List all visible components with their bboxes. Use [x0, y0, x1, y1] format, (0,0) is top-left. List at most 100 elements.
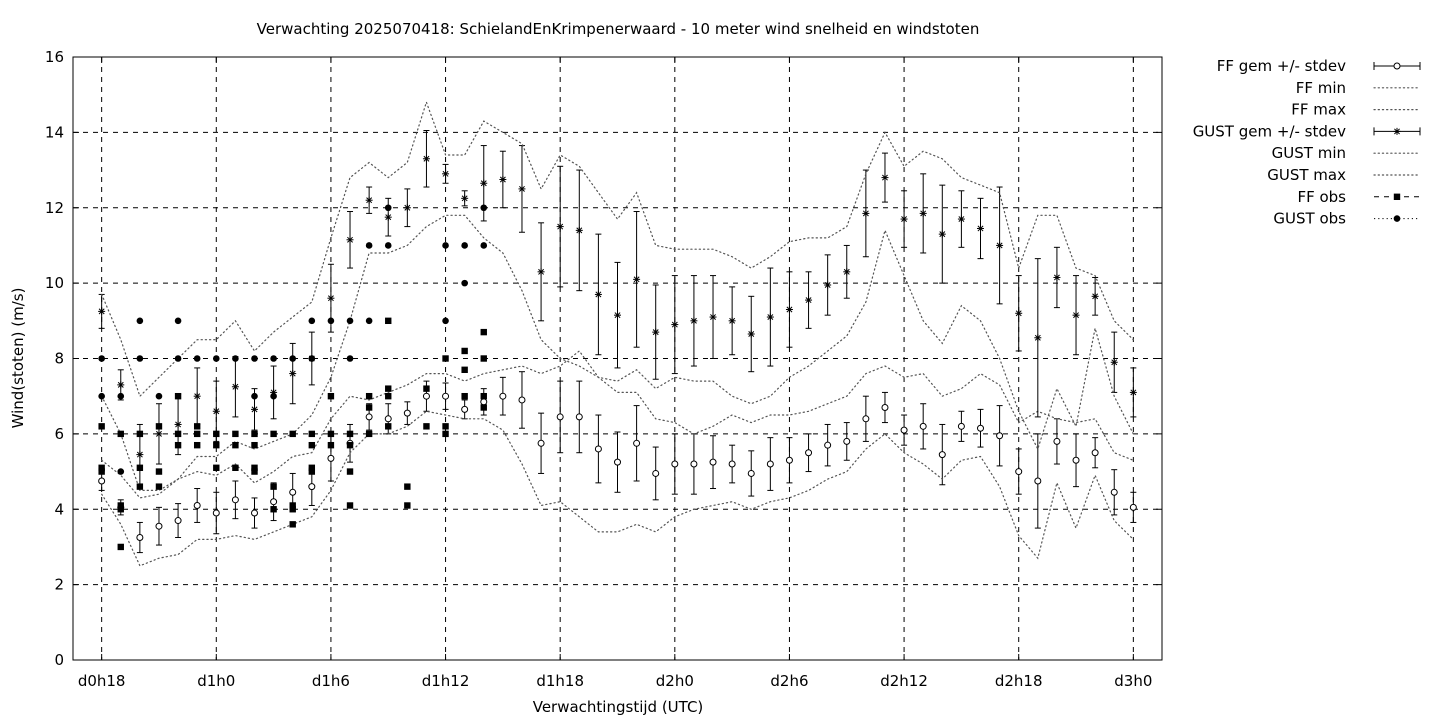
- ff-mean-point: [556, 413, 564, 421]
- ff-mean-point: [155, 522, 163, 530]
- ff-obs-point: [251, 468, 258, 475]
- star-stroke: [920, 210, 927, 217]
- x-tick-label: d1h0: [197, 672, 235, 690]
- ff-obs-point: [117, 502, 124, 509]
- gust-mean-point: [155, 430, 163, 438]
- ff-obs-point: [117, 543, 124, 551]
- ff-mean-point: [1072, 456, 1080, 464]
- ff-mean-point: [575, 413, 583, 421]
- y-tick-label: 6: [54, 425, 64, 443]
- ff-obs-point: [213, 464, 220, 471]
- gust-mean-point: [805, 296, 813, 304]
- ff-obs-point: [174, 441, 182, 449]
- gust-mean-point: [709, 313, 717, 321]
- ff-mean-point: [805, 449, 813, 457]
- gust-obs-point: [117, 468, 125, 475]
- star-stroke: [748, 331, 755, 337]
- axis-ticks: 0 2 4 6 8 10 12 14 16 d0h18 d1h0 d1h6 d1h12 d1h18 d2h0…: [45, 48, 1162, 690]
- ff-mean-point: [308, 483, 316, 491]
- gust-mean-point: [977, 224, 984, 232]
- legend-item-ff-gem-stdev: FF gem +/- stdev: [1217, 57, 1421, 75]
- ff-mean-point: [518, 396, 526, 404]
- star-stroke: [442, 170, 449, 177]
- ff-mean-point: [766, 460, 774, 468]
- ff-mean-point: [1129, 503, 1137, 511]
- ff-obs-point: [270, 506, 277, 513]
- ff-obs-point: [480, 392, 487, 400]
- gust-mean-point: [212, 407, 220, 415]
- gust-obs-point: [461, 279, 468, 287]
- gust-mean-point: [938, 230, 946, 238]
- gust-mean-point: [174, 420, 182, 428]
- gust-mean-point: [346, 236, 354, 244]
- ff-mean-point: [499, 392, 507, 400]
- star-stroke: [519, 185, 525, 192]
- ff-mean-point: [652, 469, 660, 477]
- ff-obs-point: [327, 441, 335, 449]
- ff-obs-point: [442, 423, 449, 430]
- ff-obs-point: [385, 392, 392, 400]
- star-stroke: [1130, 389, 1137, 396]
- gust-obs-point: [346, 355, 354, 362]
- star-stroke: [1111, 359, 1118, 366]
- ff-obs-point: [308, 464, 316, 471]
- ff-mean-point: [671, 460, 679, 468]
- legend-item-ff-max: FF max: [1291, 101, 1421, 119]
- x-tick-label: d2h6: [770, 672, 808, 690]
- series-line: [101, 100, 1134, 398]
- legend-item-gust-max: GUST max: [1267, 166, 1421, 184]
- ff-obs-point: [308, 468, 316, 475]
- y-axis-label: Wind(stoten) (m/s): [9, 288, 27, 429]
- y-tick-label: 0: [54, 651, 64, 669]
- gust-mean-point: [747, 330, 755, 338]
- ff-obs-point: [346, 502, 354, 509]
- gust-mean-point: [1053, 273, 1061, 281]
- gust-obs-point: [98, 392, 105, 400]
- ff-mean-point: [422, 392, 430, 400]
- ff-mean-point: [728, 460, 736, 468]
- ff-mean-point: [938, 451, 946, 459]
- gust-mean-point: [881, 174, 889, 182]
- ff-obs-point: [174, 430, 182, 438]
- gust-obs-point: [384, 242, 392, 249]
- gust-obs-point: [442, 317, 449, 325]
- gust-obs-point: [480, 242, 488, 249]
- plot-frame: [72, 56, 1163, 661]
- gust-obs-point: [365, 242, 373, 249]
- ff-obs-point: [385, 423, 392, 430]
- star-stroke: [1394, 128, 1400, 135]
- ff-obs-point: [251, 464, 258, 471]
- gust-mean-point: [1393, 127, 1401, 135]
- ff-mean-point: [403, 409, 411, 417]
- star-stroke: [156, 430, 162, 437]
- ff-obs-point: [423, 385, 430, 392]
- gust-obs-point: [232, 355, 239, 362]
- ff-mean-point: [633, 439, 641, 447]
- legend-label: FF min: [1296, 79, 1346, 97]
- gust-mean-point: [614, 311, 621, 319]
- gust-obs-point: [308, 355, 316, 362]
- gust-mean-point: [1034, 334, 1042, 342]
- gust-mean-point: [766, 313, 774, 321]
- ff-obs-point: [365, 392, 373, 400]
- gust-obs-point: [212, 355, 220, 362]
- gust-obs-point: [136, 317, 144, 325]
- ff-mean-point: [862, 415, 870, 423]
- star-stroke: [614, 312, 621, 319]
- star-stroke: [633, 276, 640, 283]
- ff-mean-point: [251, 509, 258, 517]
- ff-mean-point: [977, 424, 984, 432]
- ff-obs-point: [308, 441, 316, 449]
- gust-obs-point: [251, 355, 258, 362]
- gust-obs-point: [270, 392, 277, 400]
- gust-mean-point: [957, 215, 965, 223]
- ff-mean-point: [212, 509, 220, 517]
- gust-mean-point: [671, 321, 679, 329]
- ff-obs-point: [480, 355, 487, 362]
- ff-mean-point: [1091, 449, 1099, 457]
- ff-mean-point: [270, 498, 278, 506]
- gust-obs-point: [346, 317, 354, 325]
- y-tick-label: 4: [54, 500, 64, 518]
- ff-obs-point: [1393, 193, 1401, 200]
- gust-mean-point: [136, 451, 144, 459]
